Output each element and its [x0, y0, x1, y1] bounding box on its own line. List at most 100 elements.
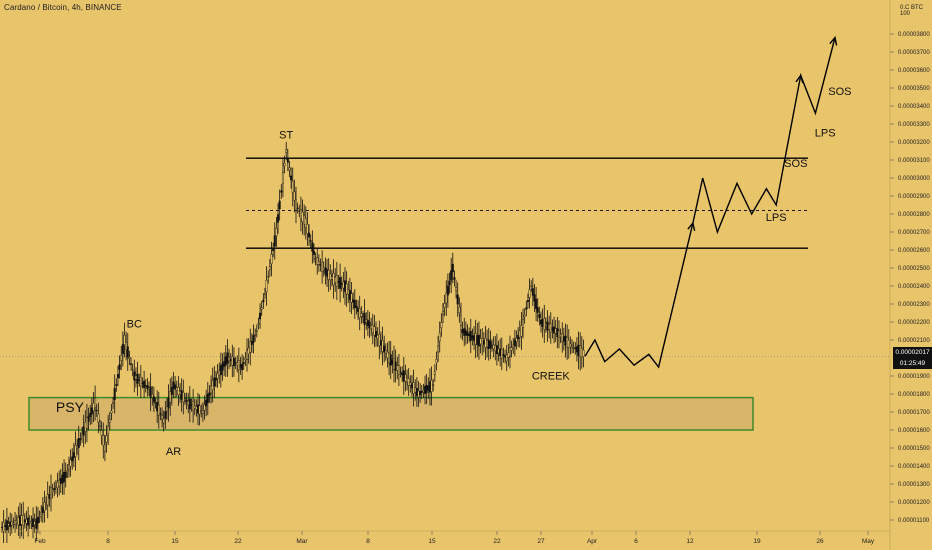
price-candle-body — [53, 488, 56, 490]
price-candle-body — [396, 365, 399, 371]
price-candle-body — [33, 521, 36, 526]
price-candle-body — [296, 207, 299, 209]
price-candle-body — [365, 319, 368, 323]
price-candle-body — [435, 359, 438, 363]
price-candle-body — [151, 393, 154, 398]
price-candle-body — [250, 341, 253, 345]
price-candle-body — [108, 419, 111, 423]
price-candle-body — [77, 438, 80, 448]
price-candle-body — [438, 332, 441, 342]
price-candle-body — [345, 283, 348, 295]
price-candle-body — [504, 355, 507, 358]
price-candle-body — [147, 387, 150, 390]
time-axis-label: Mar — [296, 538, 308, 545]
price-candle-body — [210, 385, 213, 394]
price-candle-body — [196, 404, 199, 414]
price-candle-body — [513, 339, 516, 347]
price-candle-body — [107, 425, 110, 435]
price-candle-body — [103, 444, 106, 452]
price-axis[interactable]: 0.00003800 0.00003700 0.00003600 0.00003500… — [889, 0, 930, 550]
price-candle-body — [281, 172, 284, 184]
time-axis-label: 26 — [816, 538, 824, 545]
price-candle-body — [579, 345, 582, 358]
time-axis[interactable]: Feb 8 15 22 Mar 8 15 22 27 Apr 6 12 19 26 May — [0, 530, 890, 545]
projection-layer — [584, 36, 838, 369]
time-axis-label: 6 — [634, 538, 638, 545]
price-candle-body — [548, 324, 551, 330]
price-candle-body — [525, 307, 528, 310]
price-candle-body — [464, 330, 467, 336]
time-axis-label: 22 — [493, 538, 501, 545]
price-candle-body — [128, 357, 131, 359]
price-candle-body — [273, 235, 276, 247]
price-candle-body — [164, 411, 167, 419]
price-candle-body — [348, 290, 351, 300]
price-candle-body — [277, 214, 280, 223]
time-axis-label: 22 — [234, 538, 242, 545]
price-candle-body — [479, 338, 482, 345]
price-candle-body — [422, 390, 425, 392]
projection-arrowhead — [795, 73, 804, 84]
price-candle-body — [87, 416, 90, 422]
price-candle-body — [303, 215, 306, 225]
price-candle-body — [234, 362, 237, 364]
price-candle-body — [141, 382, 144, 384]
price-candle-body — [35, 518, 38, 529]
price-candle-body — [340, 282, 343, 286]
price-candle-body — [288, 167, 291, 171]
price-series-layer — [1, 141, 585, 544]
price-candle-body — [453, 277, 456, 280]
price-candle-body — [139, 376, 142, 387]
price-candle-body — [187, 400, 190, 406]
price-candle-body — [180, 390, 183, 400]
price-candle-body — [442, 310, 445, 316]
price-candle-body — [205, 399, 208, 407]
price-axis-label: 0.00001900 — [898, 374, 930, 380]
price-axis-label: 0.00003600 — [898, 68, 930, 74]
price-candle-body — [79, 438, 82, 440]
price-candle-body — [301, 211, 304, 223]
price-candle-body — [255, 330, 258, 332]
price-candle-body — [495, 345, 498, 355]
price-candle-body — [473, 335, 476, 341]
price-candle-body — [48, 494, 51, 499]
last-price-tag: 0.00002017 01:25:49 — [893, 347, 932, 369]
price-candle-body — [200, 410, 203, 412]
annotation-lps: LPS — [815, 128, 836, 140]
price-candle-body — [185, 399, 188, 403]
price-candle-body — [221, 363, 224, 371]
price-candle-body — [92, 402, 95, 412]
price-candle-body — [517, 334, 520, 340]
price-candle-body — [131, 369, 134, 371]
price-candle-body — [280, 190, 283, 193]
price-candle-body — [409, 382, 412, 386]
price-candle-body — [466, 332, 469, 336]
price-candle-body — [74, 445, 77, 457]
price-candle-body — [98, 425, 101, 427]
price-candle-body — [27, 517, 30, 526]
price-candle-body — [373, 326, 376, 336]
annotation-psy: PSY — [56, 399, 85, 415]
price-candle-body — [290, 175, 293, 181]
price-candle-body — [530, 285, 533, 287]
price-candle-body — [242, 362, 245, 364]
resistance-lines-layer — [0, 157, 890, 357]
price-candle-body — [126, 346, 129, 358]
price-candle-body — [522, 319, 525, 328]
price-candle-body — [463, 328, 466, 336]
price-candle-body — [361, 316, 364, 318]
price-candle-body — [115, 384, 118, 386]
price-candle-body — [433, 371, 436, 375]
price-axis-label: 0.00001800 — [898, 392, 930, 398]
price-candle-body — [64, 471, 67, 479]
price-candle-body — [337, 281, 340, 283]
price-candle-body — [241, 363, 244, 371]
price-candle-body — [231, 356, 234, 366]
price-candle-body — [133, 371, 136, 381]
price-candle-body — [152, 396, 155, 403]
price-candle-body — [113, 388, 116, 400]
price-candle-body — [50, 487, 53, 499]
price-candle-body — [327, 270, 330, 280]
